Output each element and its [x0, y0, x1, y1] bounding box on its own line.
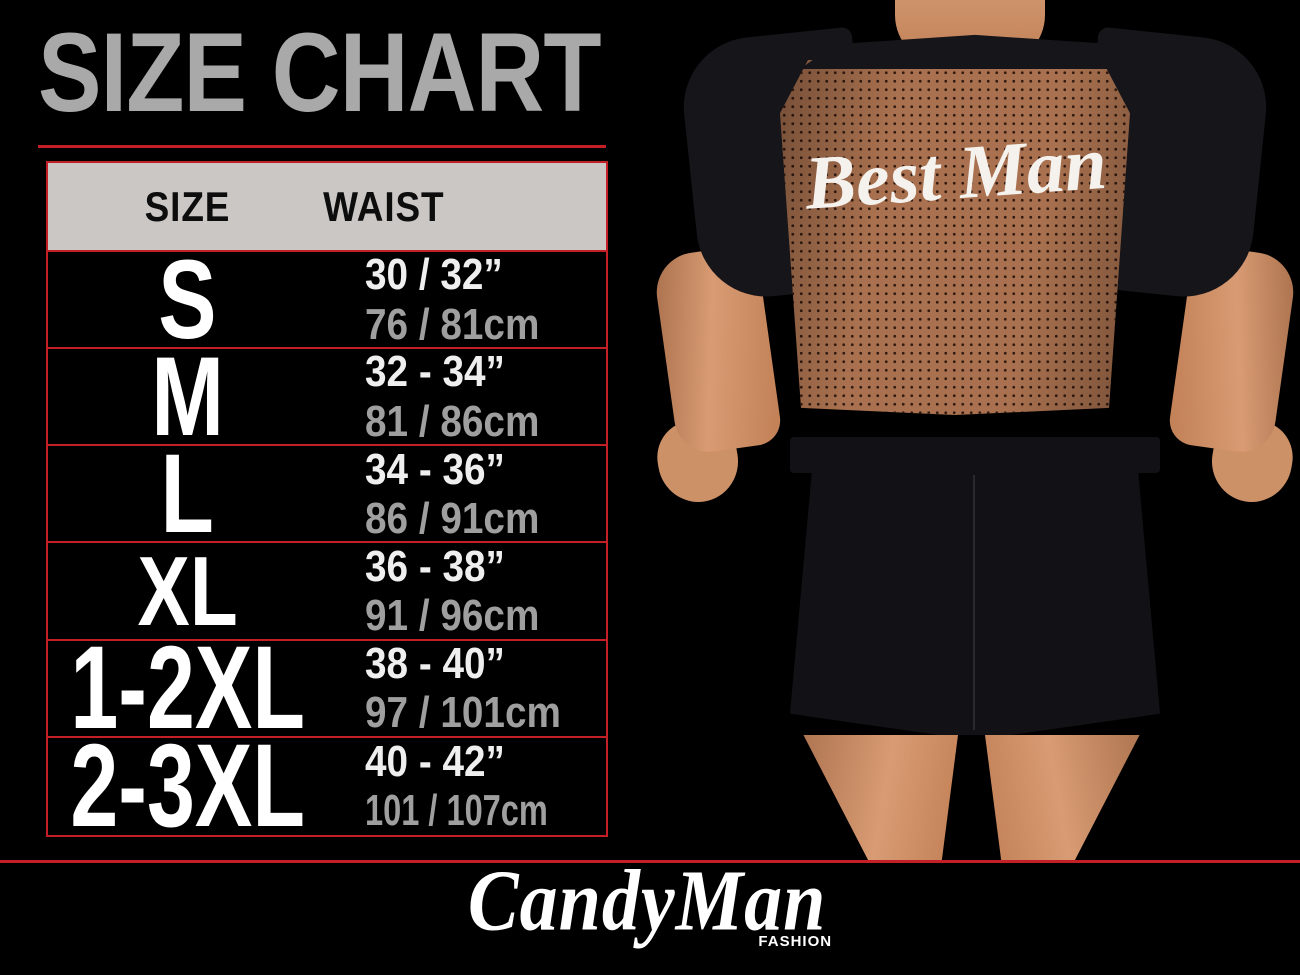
- svg-text:Best Man: Best Man: [801, 121, 1109, 226]
